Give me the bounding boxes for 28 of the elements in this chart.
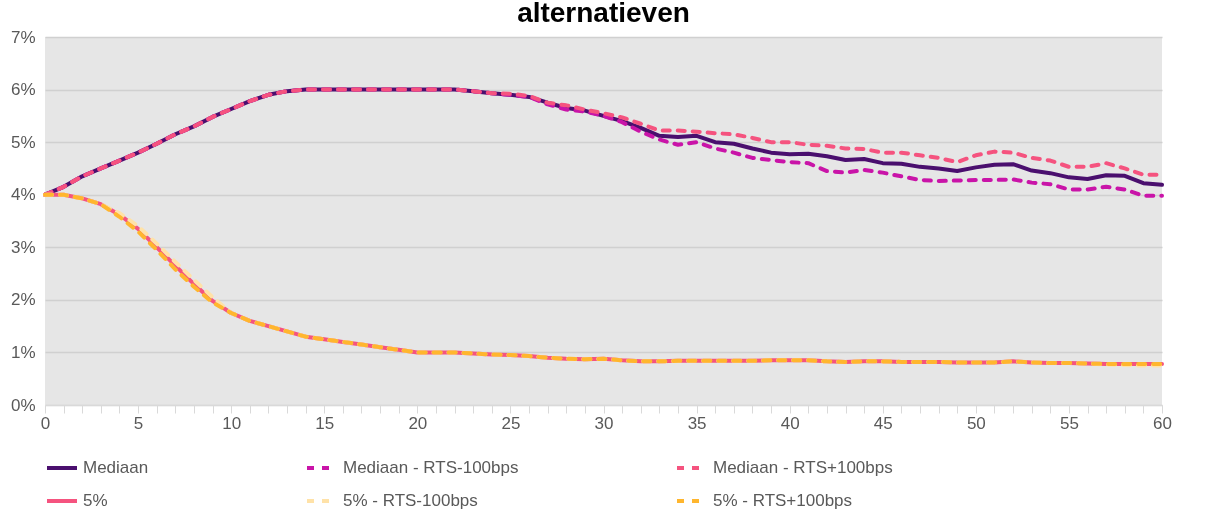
- x-tick-label: 20: [408, 413, 428, 433]
- x-tick-label: 30: [594, 413, 614, 433]
- x-tick-label: 55: [1059, 413, 1079, 433]
- x-tick-label: 45: [873, 413, 893, 433]
- x-tick-label: 40: [780, 413, 800, 433]
- legend-label: Mediaan: [83, 458, 149, 477]
- y-tick-label: 2%: [10, 290, 36, 310]
- y-tick-label: 6%: [10, 80, 36, 100]
- y-tick-label: 3%: [10, 237, 36, 257]
- chart-title: alternatieven: [517, 0, 690, 28]
- x-tick-label: 10: [222, 413, 242, 433]
- x-tick-label: 50: [966, 413, 986, 433]
- x-tick-label: 5: [133, 413, 144, 433]
- x-tick-label: 25: [501, 413, 521, 433]
- legend-label: 5% - RTS+100bps: [713, 491, 853, 510]
- legend-label: Mediaan - RTS-100bps: [343, 458, 519, 477]
- y-tick-label: 1%: [10, 342, 36, 362]
- x-tick-label: 35: [687, 413, 707, 433]
- legend-label: 5%: [83, 491, 108, 510]
- y-tick-label: 5%: [10, 132, 36, 152]
- x-tick-label: 15: [315, 413, 335, 433]
- legend-label: Mediaan - RTS+100bps: [713, 458, 893, 477]
- y-tick-label: 4%: [10, 185, 36, 205]
- y-tick-label: 7%: [10, 27, 36, 47]
- legend-label: 5% - RTS-100bps: [343, 491, 478, 510]
- x-tick-label: 60: [1153, 413, 1172, 433]
- x-tick-label: 0: [40, 413, 51, 433]
- y-tick-label: 0%: [10, 395, 36, 415]
